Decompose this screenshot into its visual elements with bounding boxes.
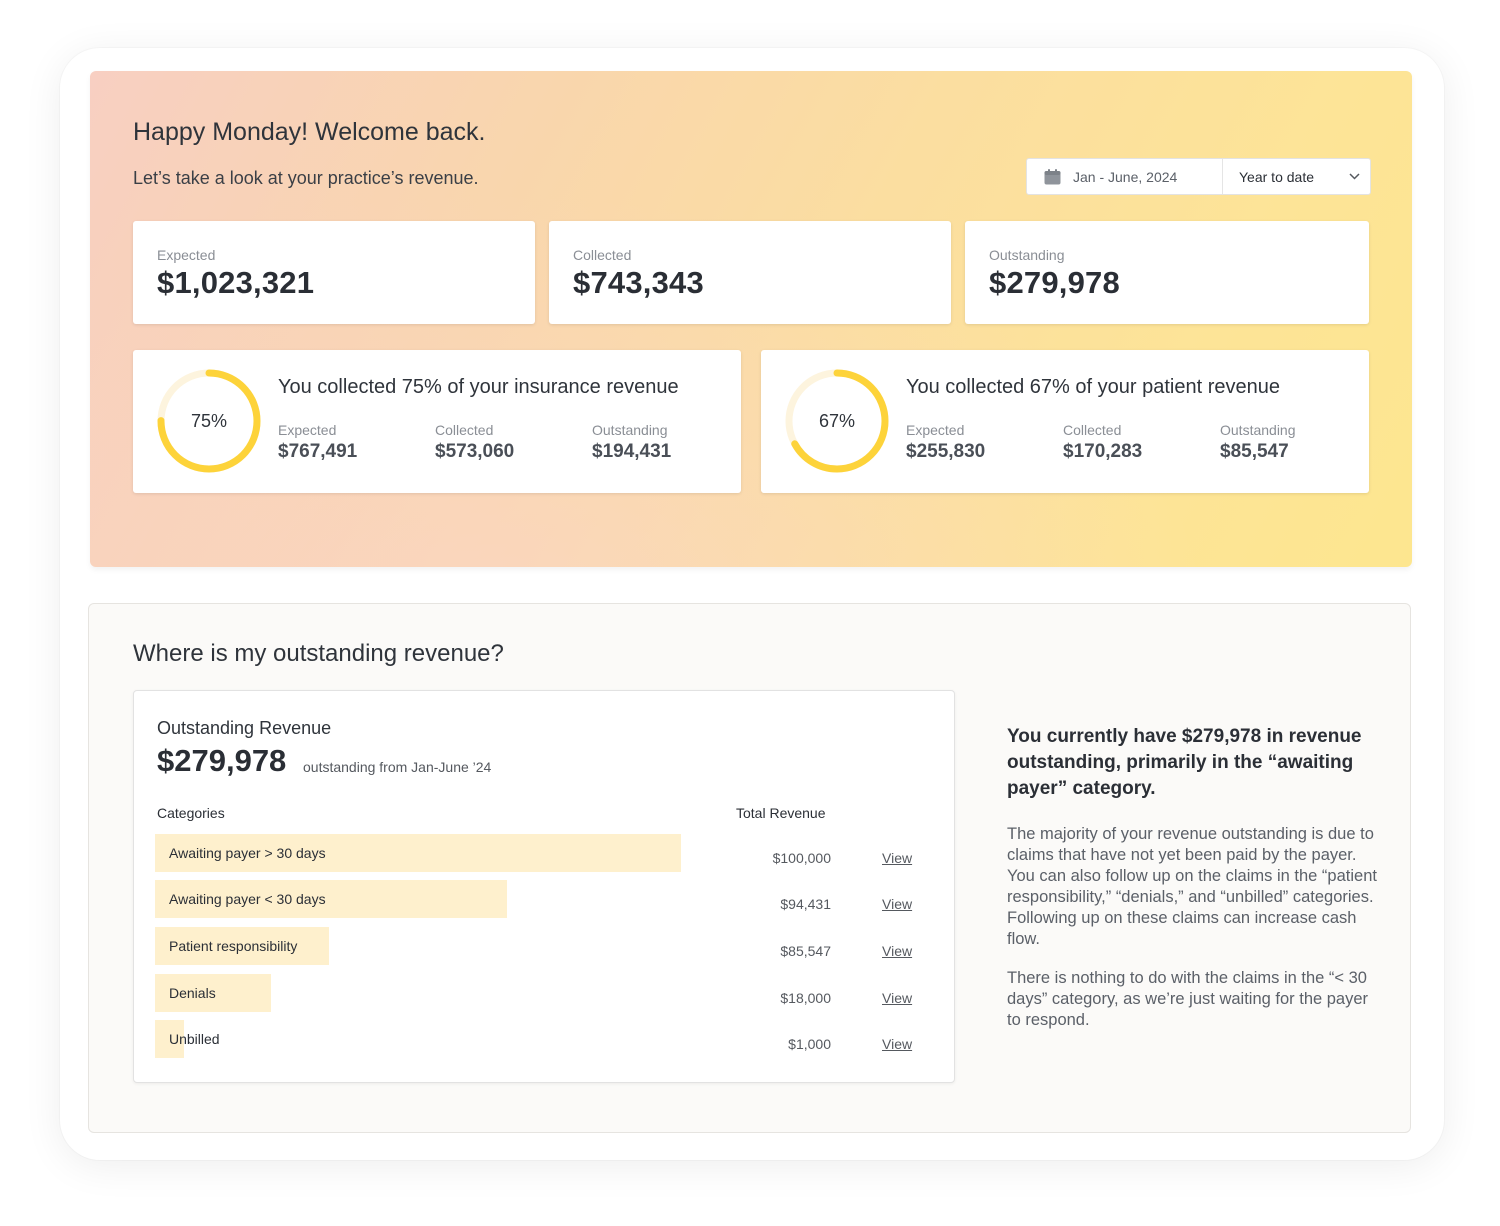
patient-progress-ring xyxy=(785,369,889,473)
insurance-collected: Collected $573,060 xyxy=(435,422,514,463)
date-range-text: Jan - June, 2024 xyxy=(1073,168,1178,185)
category-total: $94,431 xyxy=(780,896,831,912)
period-select-value: Year to date xyxy=(1239,168,1314,185)
category-label: Awaiting payer < 30 days xyxy=(169,891,326,907)
insurance-revenue-card: 75% You collected 75% of your insurance … xyxy=(133,350,741,493)
insurance-card-title: You collected 75% of your insurance reve… xyxy=(278,376,679,398)
view-link[interactable]: View xyxy=(882,850,913,866)
patient-card-title: You collected 67% of your patient revenu… xyxy=(906,376,1280,398)
category-bar xyxy=(155,834,681,872)
category-label: Awaiting payer > 30 days xyxy=(169,845,326,861)
period-select[interactable]: Year to date xyxy=(1223,159,1370,194)
greeting-subtitle: Let’s take a look at your practice’s rev… xyxy=(133,168,479,188)
metric-value: $767,491 xyxy=(278,441,358,462)
stat-value: $1,023,321 xyxy=(157,265,315,300)
category-row: Unbilled $1,000 View xyxy=(155,1020,935,1058)
stat-value: $743,343 xyxy=(573,265,704,300)
insight-paragraph: The majority of your revenue outstanding… xyxy=(1007,825,1377,948)
column-header-categories: Categories xyxy=(157,805,225,821)
category-bar xyxy=(155,880,507,918)
category-row: Awaiting payer > 30 days $100,000 View xyxy=(155,834,935,872)
category-bar xyxy=(155,1020,184,1058)
outstanding-amount: $279,978 xyxy=(157,743,287,778)
category-row: Patient responsibility $85,547 View xyxy=(155,927,935,965)
metric-label: Expected xyxy=(906,422,965,438)
category-label: Denials xyxy=(169,985,216,1001)
metric-label: Outstanding xyxy=(592,422,668,438)
insight-paragraph: There is nothing to do with the claims i… xyxy=(1007,969,1369,1029)
stat-label: Collected xyxy=(573,247,632,263)
revenue-hero: Happy Monday! Welcome back. Let’s take a… xyxy=(90,71,1412,567)
metric-value: $194,431 xyxy=(592,441,672,462)
chevron-down-icon xyxy=(1349,173,1360,180)
stat-card-outstanding: Outstanding $279,978 xyxy=(965,221,1369,324)
view-link[interactable]: View xyxy=(882,896,913,912)
date-range-picker[interactable]: Jan - June, 2024 Year to date xyxy=(1026,158,1371,195)
metric-label: Expected xyxy=(278,422,337,438)
stat-card-expected: Expected $1,023,321 xyxy=(133,221,535,324)
category-label: Unbilled xyxy=(169,1031,220,1047)
date-range-field[interactable]: Jan - June, 2024 xyxy=(1027,159,1223,194)
stat-label: Outstanding xyxy=(989,247,1065,263)
insight-panel: You currently have $279,978 in revenue o… xyxy=(1007,724,1383,1031)
patient-outstanding: Outstanding $85,547 xyxy=(1220,422,1296,463)
insurance-outstanding: Outstanding $194,431 xyxy=(592,422,671,463)
category-label: Patient responsibility xyxy=(169,938,298,954)
category-total: $1,000 xyxy=(788,1036,831,1052)
outstanding-revenue-section: Where is my outstanding revenue? Outstan… xyxy=(88,603,1411,1133)
metric-value: $85,547 xyxy=(1220,441,1289,462)
category-total: $18,000 xyxy=(780,990,831,1006)
card-title: Outstanding Revenue xyxy=(157,718,332,738)
stat-label: Expected xyxy=(157,247,216,263)
ring-progress xyxy=(785,369,889,473)
view-link[interactable]: View xyxy=(882,1036,913,1052)
metric-value: $573,060 xyxy=(435,441,515,462)
category-row: Denials $18,000 View xyxy=(155,974,935,1012)
metric-label: Collected xyxy=(1063,422,1122,438)
category-row: Awaiting payer < 30 days $94,431 View xyxy=(155,880,935,918)
view-link[interactable]: View xyxy=(882,943,913,959)
section-title: Where is my outstanding revenue? xyxy=(133,640,504,667)
calendar-icon xyxy=(1044,168,1061,184)
stat-value: $279,978 xyxy=(989,265,1120,300)
stat-card-collected: Collected $743,343 xyxy=(549,221,951,324)
metric-label: Outstanding xyxy=(1220,422,1296,438)
metric-value: $170,283 xyxy=(1063,441,1143,462)
ring-progress xyxy=(157,369,261,473)
patient-collected: Collected $170,283 xyxy=(1063,422,1142,463)
category-bar xyxy=(155,974,271,1012)
ring-percent-label: 75% xyxy=(190,410,228,431)
ring-percent-label: 67% xyxy=(818,410,856,431)
metric-label: Collected xyxy=(435,422,494,438)
insurance-progress-ring xyxy=(157,369,261,473)
greeting-title: Happy Monday! Welcome back. xyxy=(133,118,486,146)
category-bar xyxy=(155,927,329,965)
patient-revenue-card: 67% You collected 67% of your patient re… xyxy=(761,350,1369,493)
metric-value: $255,830 xyxy=(906,441,986,462)
category-total: $85,547 xyxy=(780,943,831,959)
patient-expected: Expected $255,830 xyxy=(906,422,985,463)
insurance-expected: Expected $767,491 xyxy=(278,422,357,463)
category-total: $100,000 xyxy=(772,850,831,866)
column-header-total-revenue: Total Revenue xyxy=(736,805,826,821)
insight-headline: You currently have $279,978 in revenue o… xyxy=(1007,726,1362,799)
outstanding-note: outstanding from Jan-June ’24 xyxy=(303,759,492,775)
outstanding-revenue-card: Outstanding Revenue $279,978 outstanding… xyxy=(133,690,955,1083)
view-link[interactable]: View xyxy=(882,990,913,1006)
